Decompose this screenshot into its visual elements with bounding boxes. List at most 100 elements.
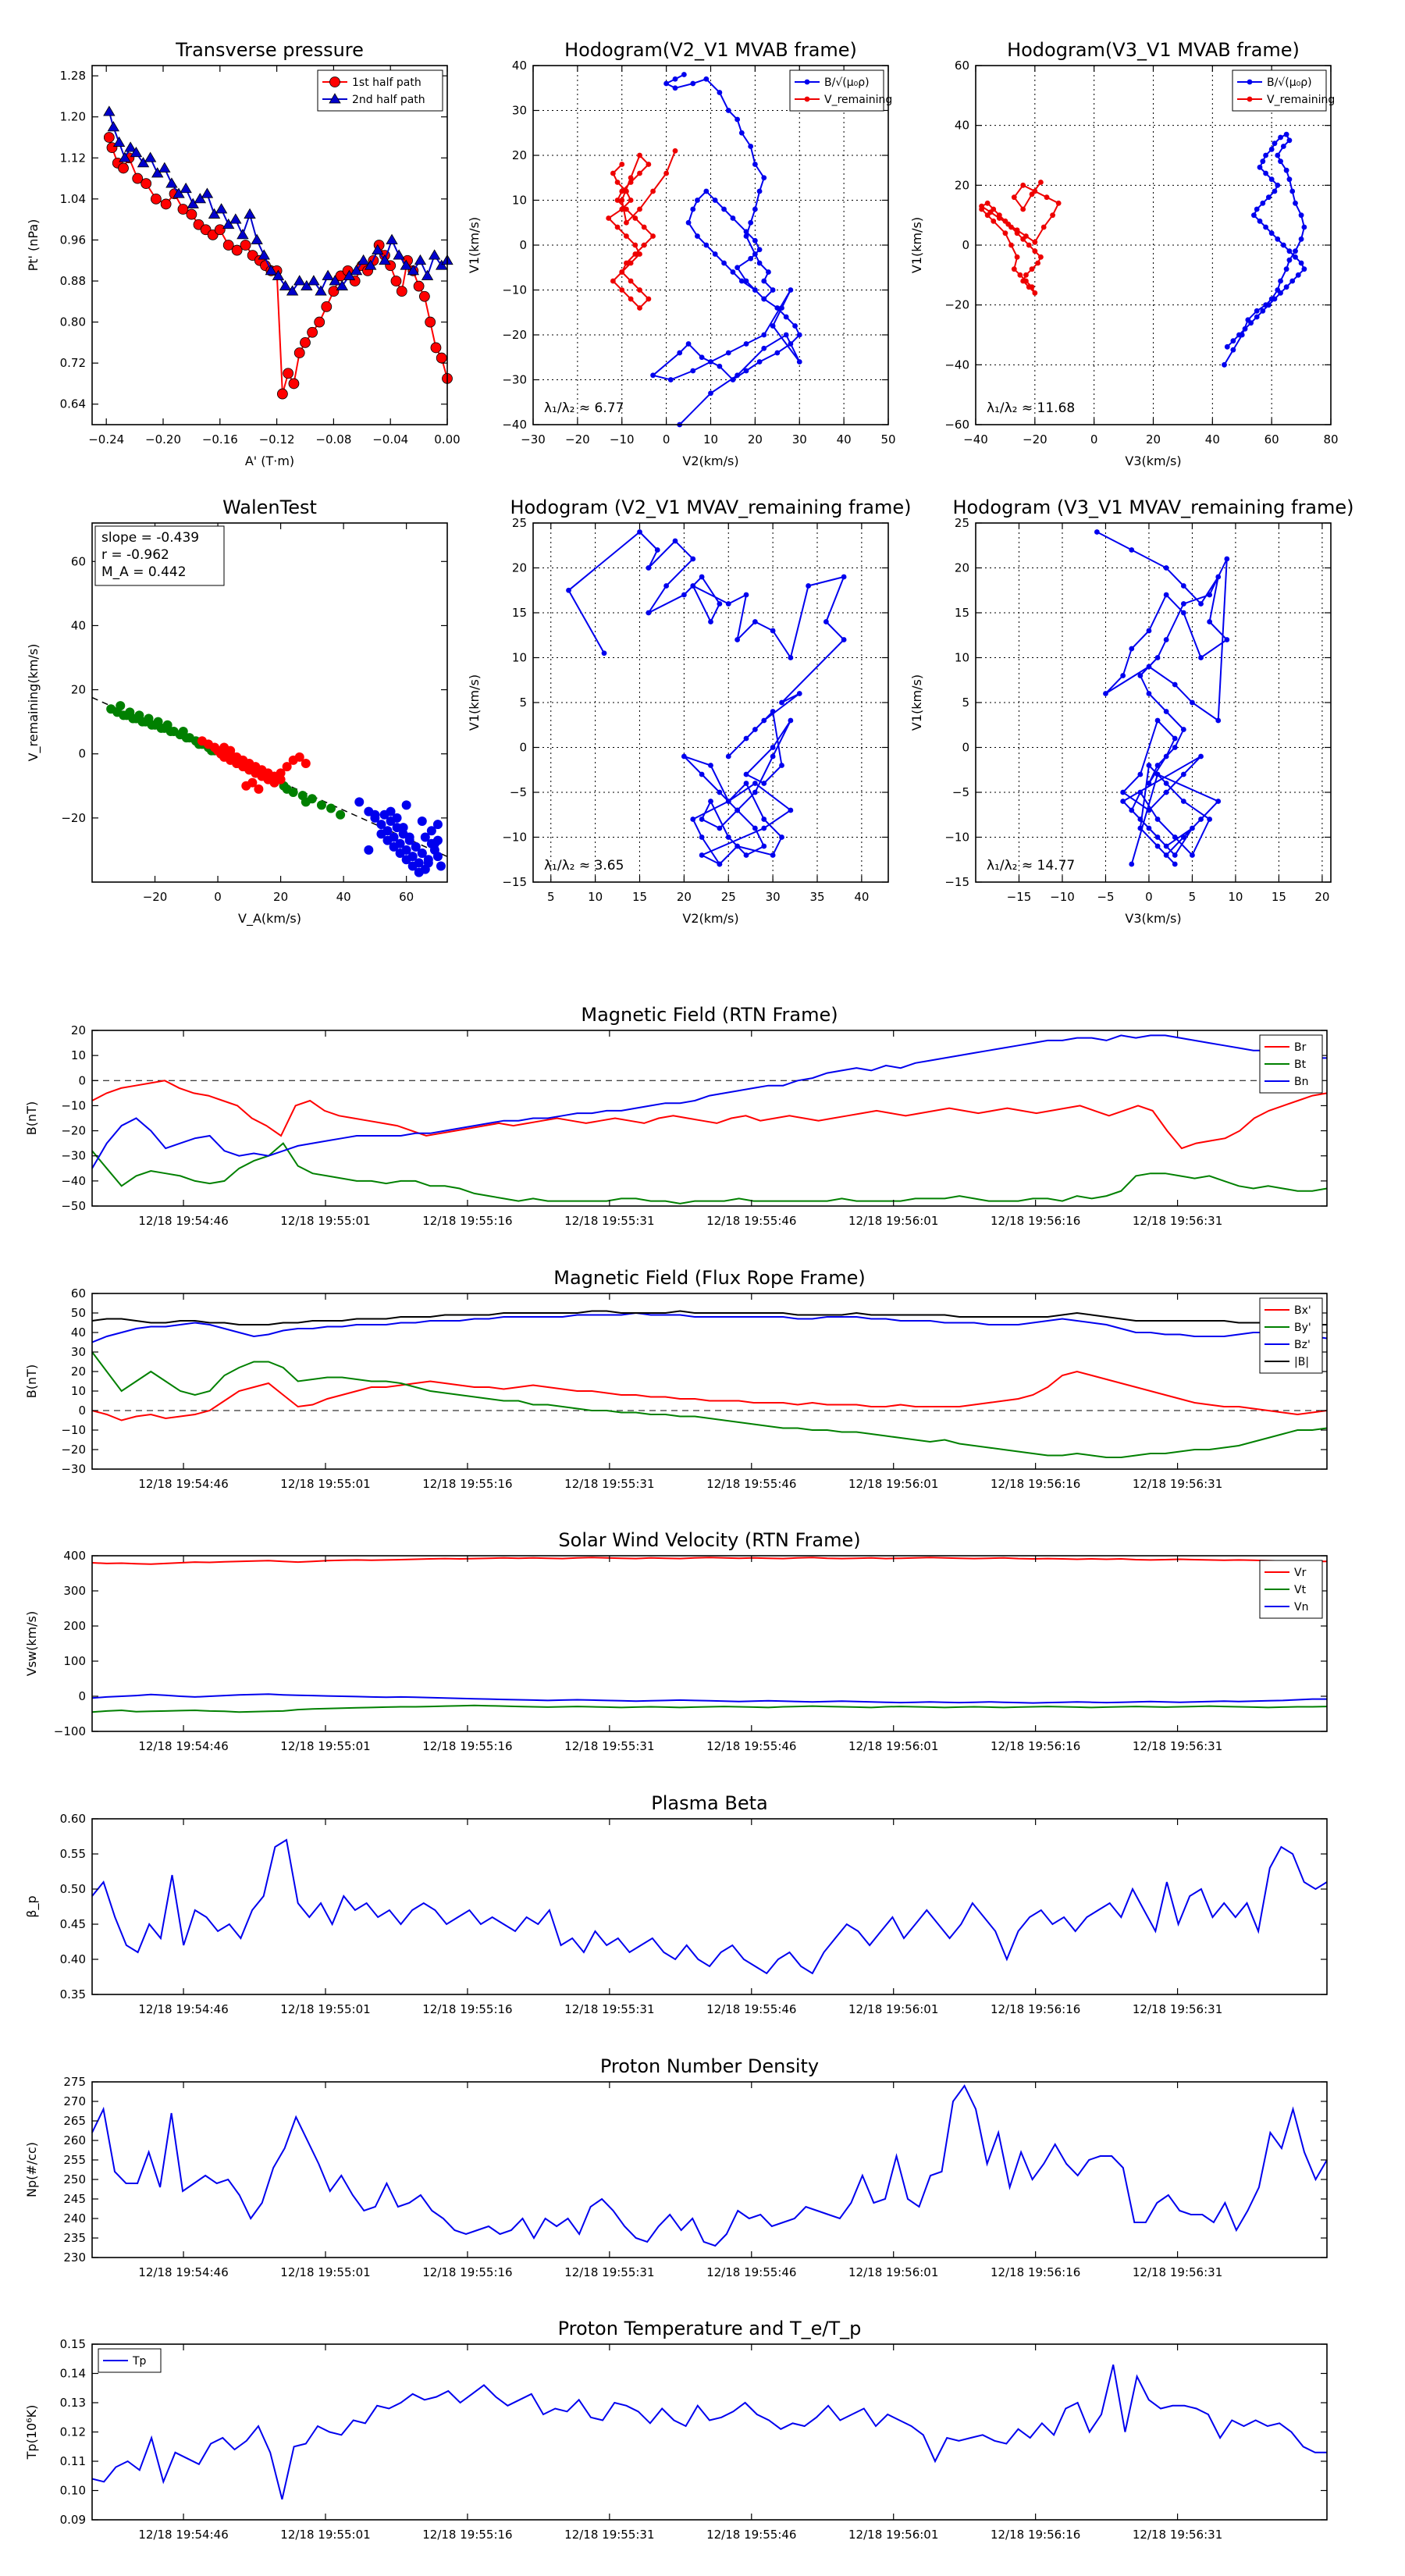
data-point (743, 229, 749, 235)
data-point (628, 180, 634, 185)
data-point (421, 269, 434, 280)
data-point (420, 832, 430, 842)
y-tick-label: −30 (502, 373, 527, 387)
data-point (717, 789, 723, 795)
data-point (770, 323, 776, 329)
series-b------- (650, 72, 802, 428)
data-point (606, 215, 612, 221)
x-tick-label: 12/18 19:55:16 (422, 1477, 512, 1491)
y-tick-label: 0 (519, 741, 527, 755)
data-point (1198, 753, 1204, 760)
x-tick-label: 12/18 19:55:01 (280, 1214, 370, 1228)
chart-tp: −0.24 −0.20 −0.16 −0.12 −0.08 −0.04 0.00 0.64 0.… (26, 39, 461, 468)
data-point (1146, 628, 1152, 634)
data-point (619, 162, 625, 167)
data-point (1190, 699, 1195, 706)
data-point (1146, 763, 1152, 768)
data-point (735, 807, 741, 813)
stats-line: M_A = 0.442 (101, 564, 187, 580)
series-blue (354, 797, 446, 877)
data-point (632, 242, 638, 248)
data-point (752, 825, 758, 831)
data-point (774, 350, 781, 356)
data-point (1254, 308, 1260, 314)
data-point (1137, 817, 1144, 822)
data-point (112, 136, 126, 147)
y-tick-label: −20 (61, 1443, 86, 1457)
y-tick-label: −5 (952, 785, 969, 799)
data-point (293, 275, 306, 286)
data-point (614, 224, 621, 230)
data-point (663, 583, 670, 589)
x-tick-label: −0.04 (372, 432, 408, 447)
data-point (752, 619, 758, 624)
x-tick-label: 12/18 19:55:31 (564, 2002, 654, 2016)
y-tick-label: 0.80 (60, 315, 86, 329)
data-point (672, 538, 678, 544)
data-point (991, 218, 997, 224)
data-point (614, 180, 621, 185)
data-point (1026, 242, 1032, 248)
data-point (1298, 212, 1304, 219)
data-point (632, 251, 638, 257)
ratio-annotation: λ₁/λ₂ ≈ 11.68 (987, 400, 1075, 416)
data-point (641, 242, 647, 248)
series-blue (566, 529, 847, 867)
plot-area (533, 523, 888, 882)
data-point (103, 132, 115, 143)
series-2nd-half-path (103, 105, 454, 296)
y-tick-label: 0.64 (60, 397, 86, 411)
data-point (1222, 361, 1227, 368)
data-point (770, 287, 776, 293)
data-point (690, 80, 696, 87)
data-point (1172, 745, 1178, 750)
data-point (301, 759, 311, 769)
data-point (1215, 574, 1222, 580)
y-tick-label: 400 (63, 1549, 86, 1563)
data-point (1198, 601, 1204, 607)
legend-box (317, 69, 443, 112)
data-point (1146, 664, 1152, 670)
x-tick-label: −0.20 (145, 432, 181, 447)
series-tp (91, 2364, 1327, 2500)
chart-title: Hodogram (V2_V1 MVAV_remaining frame) (510, 496, 911, 518)
data-point (628, 278, 634, 284)
legend-marker (1247, 79, 1253, 85)
data-point (624, 206, 629, 212)
data-point (1163, 843, 1169, 849)
data-point (254, 784, 264, 794)
data-point (788, 287, 794, 293)
data-point (1163, 852, 1169, 858)
data-point (365, 259, 377, 270)
data-point (1224, 343, 1230, 350)
x-tick-label: 12/18 19:56:31 (1133, 2528, 1222, 2542)
data-point (672, 148, 678, 154)
data-point (1154, 817, 1161, 822)
y-tick-label: −30 (61, 1462, 86, 1476)
data-point (151, 167, 164, 178)
data-point (288, 378, 300, 390)
data-point (685, 341, 692, 347)
data-point (672, 76, 678, 82)
x-tick-label: 12/18 19:56:31 (1133, 1214, 1222, 1228)
data-point (717, 363, 723, 369)
y-tick-label: 5 (962, 696, 969, 710)
x-tick-label: 12/18 19:55:46 (706, 2002, 796, 2016)
data-point (610, 170, 616, 176)
y-tick-label: 40 (955, 119, 969, 133)
y-tick-label: 270 (63, 2094, 86, 2108)
data-point (279, 279, 292, 290)
y-tick-label: 100 (63, 1654, 86, 1668)
data-point (426, 826, 436, 836)
data-point (761, 345, 767, 351)
data-point (770, 753, 776, 760)
data-point (144, 151, 157, 162)
data-point (1190, 852, 1195, 858)
data-point (774, 305, 781, 311)
data-point (792, 323, 798, 329)
y-tick-label: 60 (71, 554, 86, 568)
data-point (619, 206, 625, 212)
plot-frame (91, 522, 448, 883)
data-point (103, 105, 116, 116)
x-axis-label: A' (T·m) (245, 454, 294, 468)
